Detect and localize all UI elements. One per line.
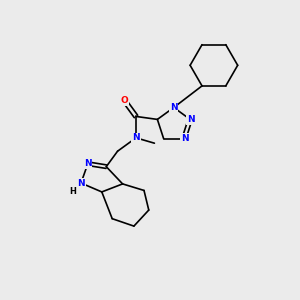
Text: H: H [69, 187, 76, 196]
Text: O: O [121, 97, 129, 106]
Text: N: N [170, 103, 178, 112]
Text: N: N [77, 178, 85, 188]
Text: N: N [132, 133, 140, 142]
Text: N: N [84, 159, 92, 168]
Text: N: N [181, 134, 188, 143]
Text: N: N [187, 115, 195, 124]
